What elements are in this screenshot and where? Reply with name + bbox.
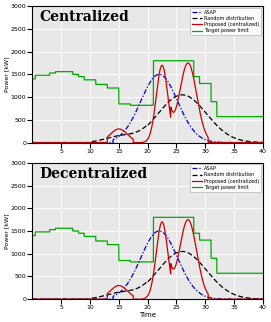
Text: Centralized: Centralized [39,10,129,24]
Y-axis label: Power [kW]: Power [kW] [4,213,9,249]
Y-axis label: Power [kW]: Power [kW] [4,57,9,92]
X-axis label: Time: Time [139,312,156,318]
Legend: ASAP, Random distribution, Proposed (centralized), Target power limit: ASAP, Random distribution, Proposed (cen… [190,164,262,192]
Legend: ASAP, Random distribution, Proposed (centralized), Target power limit: ASAP, Random distribution, Proposed (cen… [190,8,262,35]
Text: Decentralized: Decentralized [39,167,147,181]
